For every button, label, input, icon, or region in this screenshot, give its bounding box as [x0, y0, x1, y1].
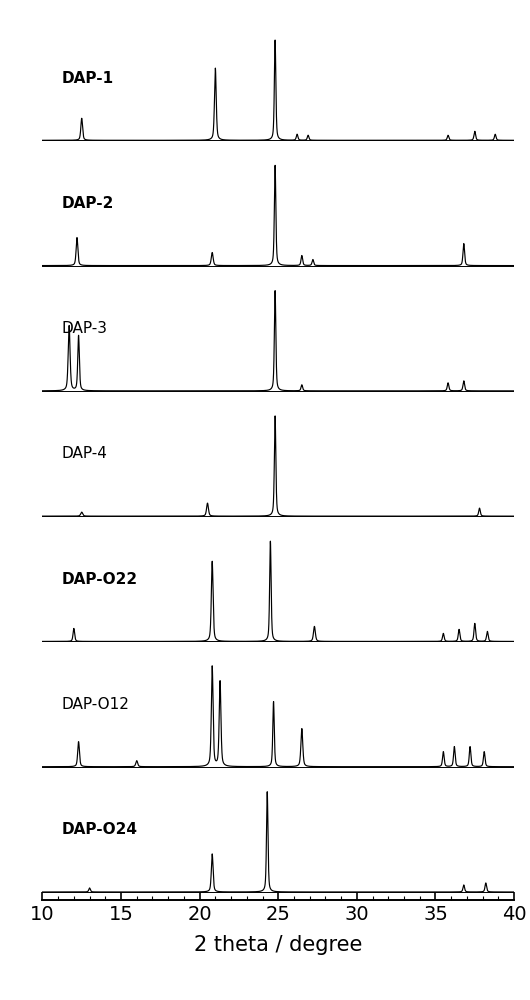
Text: DAP-1: DAP-1: [61, 71, 113, 86]
Text: DAP-4: DAP-4: [61, 446, 107, 461]
X-axis label: 2 theta / degree: 2 theta / degree: [194, 935, 363, 955]
Text: DAP-O24: DAP-O24: [61, 822, 137, 837]
Text: DAP-O22: DAP-O22: [61, 572, 137, 587]
Text: DAP-3: DAP-3: [61, 321, 107, 336]
Text: DAP-2: DAP-2: [61, 196, 113, 211]
Text: DAP-O12: DAP-O12: [61, 697, 129, 712]
